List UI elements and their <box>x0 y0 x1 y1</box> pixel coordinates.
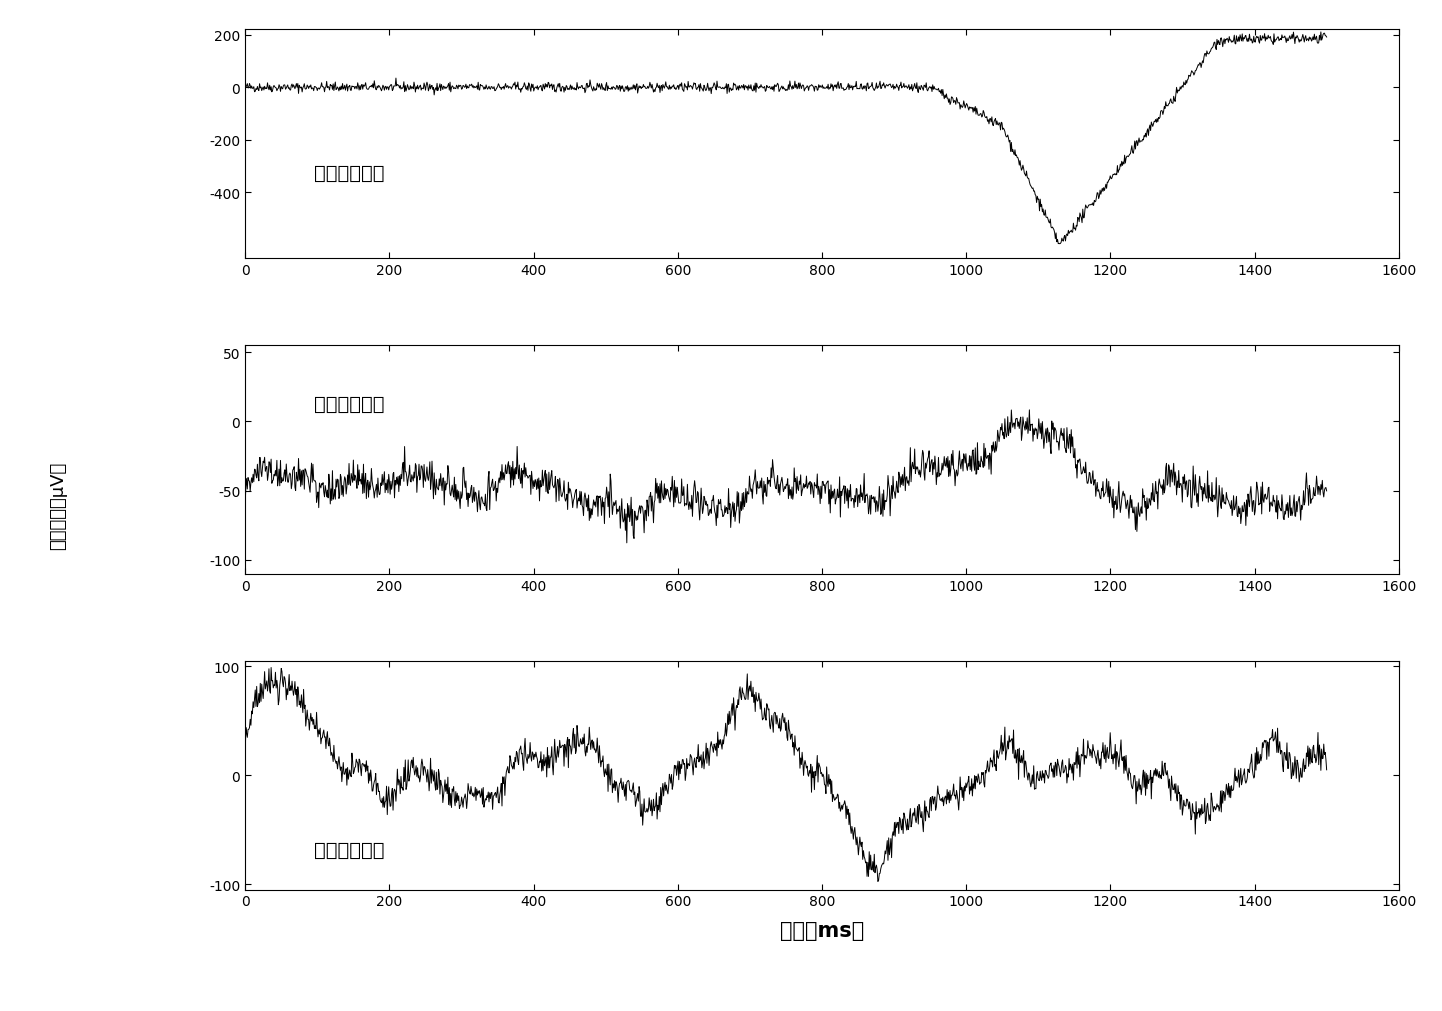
X-axis label: 时间（ms）: 时间（ms） <box>780 920 864 939</box>
Text: 第三个主成分: 第三个主成分 <box>314 840 385 859</box>
Text: 第二个主成分: 第二个主成分 <box>314 394 385 413</box>
Text: 第一个主成分: 第一个主成分 <box>314 164 385 183</box>
Text: 信号幅度（μV）: 信号幅度（μV） <box>49 461 66 550</box>
